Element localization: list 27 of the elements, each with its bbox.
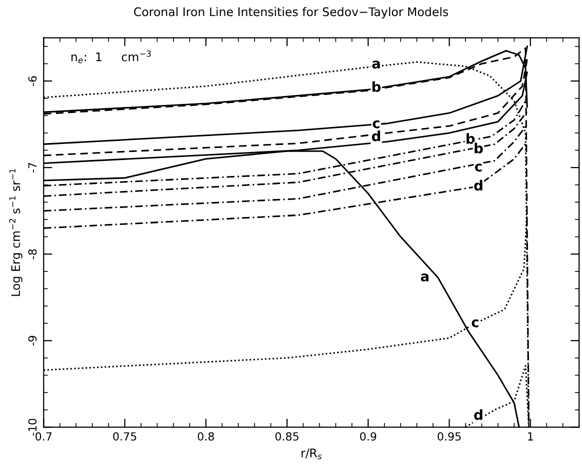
annotation: b — [474, 142, 483, 154]
annotation: b — [466, 133, 475, 144]
annotation: c — [474, 164, 482, 172]
x-tick-label: 0.95 — [438, 432, 461, 441]
chart-title: Coronal Iron Line Intensities for Sedov−Taylor Models — [134, 7, 448, 19]
y-tick-label: -9 — [28, 336, 37, 346]
y-tick-label: -8 — [28, 249, 37, 260]
annotation: d — [474, 409, 482, 420]
annotation: b — [372, 81, 381, 92]
annotation: d — [474, 180, 482, 191]
annotation: a — [420, 274, 429, 282]
annotation: d — [372, 130, 380, 142]
annotation: a — [372, 60, 380, 69]
x-tick-label: 0.9 — [360, 432, 376, 441]
y-axis-title: Log Erg cm$^{−2}$ s$^{−1}$ sr$^{−1}$ — [9, 169, 22, 296]
annotation: n$_{e}$: 1 cm$^{−3}$ — [71, 50, 151, 64]
x-tick-label: 0.7 — [36, 432, 52, 441]
x-tick-label: 0.85 — [275, 432, 298, 441]
y-tick-label: -7 — [28, 162, 36, 173]
x-tick-label: 1 — [528, 432, 533, 440]
y-tick-label: -10 — [28, 418, 37, 436]
annotation: c — [472, 319, 478, 328]
y-tick-label: -6 — [28, 76, 37, 86]
annotation: c — [372, 120, 380, 128]
x-tick-label: 0.8 — [198, 432, 214, 441]
x-tick-label: 0.75 — [113, 432, 136, 441]
x-axis-title: r/R$_{s}$ — [302, 448, 322, 460]
